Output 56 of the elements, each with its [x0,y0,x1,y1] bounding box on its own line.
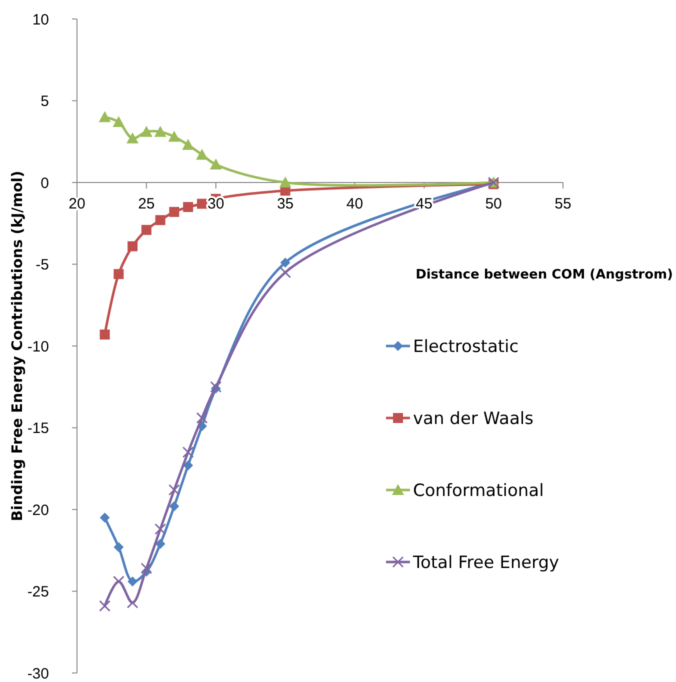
point [169,501,180,512]
point [279,176,292,188]
x-axis-title: Distance between COM (Angstrom) [416,268,673,282]
point [168,484,180,496]
point [114,542,124,552]
point [112,576,124,588]
point [100,330,110,340]
point [196,148,208,160]
x-tick-label: 25 [138,196,155,212]
point [280,258,290,268]
legend-label: van der Waals [413,408,534,429]
point [114,269,124,280]
point [140,562,152,574]
y-tick-label: -10 [27,338,49,356]
y-tick-label: 10 [32,11,49,28]
y-tick-label: -15 [27,420,49,437]
point [99,600,111,612]
y-tick-label: -5 [36,256,49,274]
x-tick-label: 35 [276,196,294,212]
x-tick-label: 20 [68,196,86,212]
point [182,138,194,150]
point [182,446,194,458]
point [155,538,166,549]
point [169,206,180,217]
point [128,576,138,586]
point [140,126,152,137]
point [141,224,152,235]
point [196,198,207,209]
point [155,215,166,226]
point [154,126,166,137]
y-tick-label: -30 [27,665,49,682]
legend-label: Conformational [413,480,544,501]
y-axis-title: Binding Free Energy Contributions (kJ/mol) [10,170,26,522]
y-tick-label: -25 [27,584,49,600]
point [210,158,222,170]
legend-label: Total Free Energy [412,552,560,573]
x-tick-label: 50 [485,196,502,212]
point [112,116,125,128]
point [98,111,111,122]
point [128,241,138,252]
point [168,130,180,142]
y-tick-label: -20 [27,502,49,519]
point [126,132,139,144]
point [196,412,208,424]
point [126,596,138,608]
point [100,512,110,523]
point [210,381,222,393]
point [183,460,194,470]
y-tick-label: 0 [40,174,49,192]
point [280,266,292,278]
point [154,523,166,535]
y-tick-label: 5 [40,93,49,110]
legend-label: Electrostatic [413,336,519,357]
x-tick-label: 40 [346,196,364,212]
point [183,202,194,212]
x-tick-label: 55 [554,196,572,212]
